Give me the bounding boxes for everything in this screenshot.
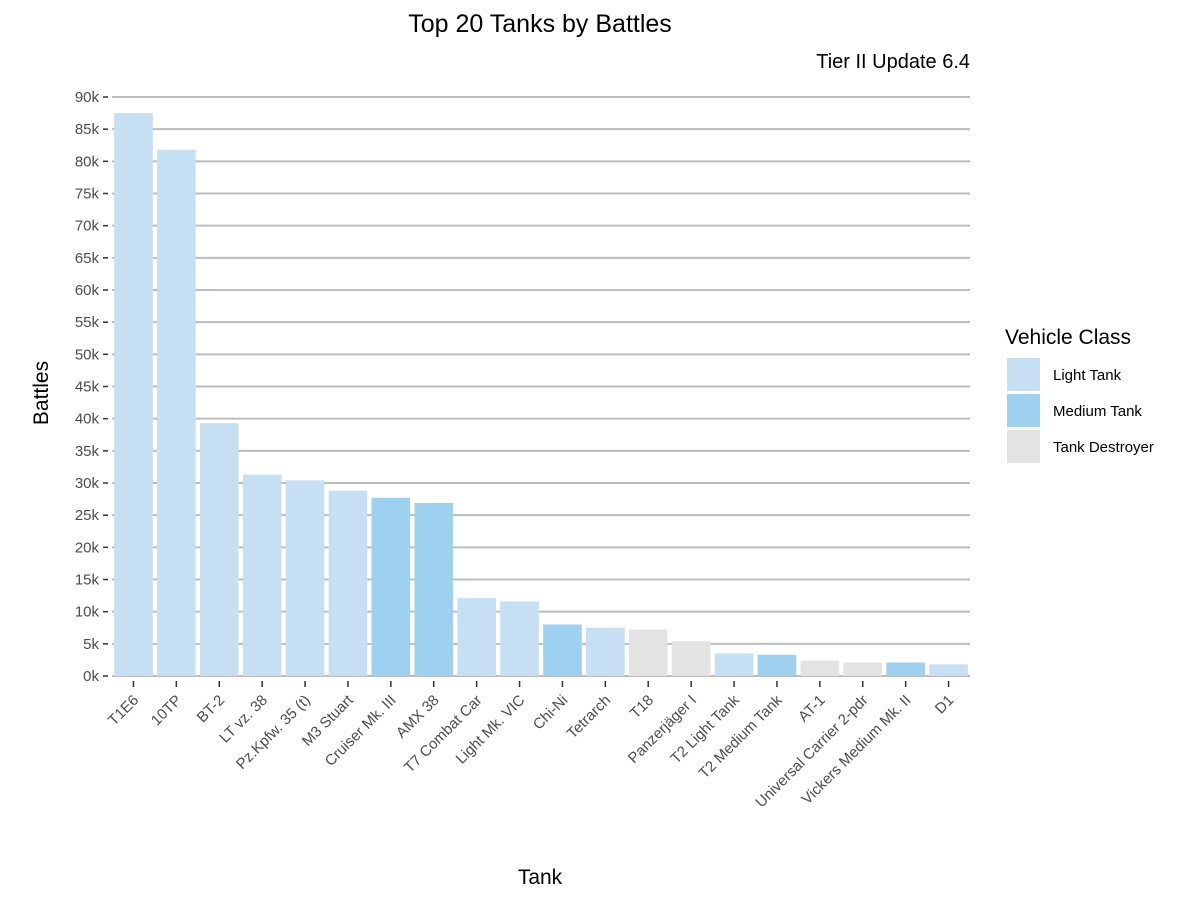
- bar: [328, 490, 368, 676]
- y-tick-label: 0k: [83, 668, 99, 685]
- y-tick-label: 75k: [75, 186, 100, 203]
- legend-swatch: [1007, 430, 1040, 463]
- y-axis: 0k 5k 10k 15k 20k 25k 30k 35k 40k 45k 50k 55k 60k 65k…: [75, 89, 108, 685]
- x-tick-label: T1E6: [105, 692, 142, 729]
- bar: [586, 627, 625, 676]
- y-tick-label: 55k: [75, 314, 100, 331]
- x-tick-label: Pz.Kpfw. 35 (t): [233, 692, 314, 773]
- chart-subtitle: Tier II Update 6.4: [816, 51, 970, 73]
- bar: [714, 653, 754, 676]
- y-tick-label: 30k: [75, 475, 100, 492]
- bar: [285, 480, 325, 676]
- x-tick-label: Chi-Ni: [530, 692, 571, 733]
- bar: [671, 641, 711, 676]
- y-tick-label: 65k: [75, 250, 100, 267]
- bar: [242, 474, 282, 676]
- bar: [628, 629, 668, 676]
- x-tick-label: Tetrarch: [564, 692, 614, 742]
- y-tick-label: 15k: [75, 572, 100, 589]
- y-tick-label: 5k: [83, 636, 99, 653]
- bar: [371, 497, 411, 676]
- y-tick-label: 35k: [75, 443, 100, 460]
- y-tick-label: 60k: [75, 282, 100, 299]
- legend-label: Tank Destroyer: [1053, 439, 1154, 456]
- bar: [199, 423, 239, 676]
- bar: [929, 664, 968, 676]
- legend-label: Medium Tank: [1053, 403, 1142, 420]
- bar: [843, 662, 883, 676]
- bar: [414, 502, 454, 676]
- x-tick-label: BT-2: [194, 692, 228, 726]
- legend-label: Light Tank: [1053, 367, 1122, 384]
- bar: [500, 601, 539, 676]
- y-axis-title: Battles: [30, 361, 53, 425]
- legend-items: Light Tank Medium Tank Tank Destroyer: [1007, 358, 1154, 463]
- x-axis-title: Tank: [518, 866, 563, 889]
- y-tick-label: 85k: [75, 121, 100, 138]
- bars: [114, 113, 968, 677]
- x-tick-label: 10TP: [148, 692, 185, 729]
- x-tick-label: AT-1: [795, 692, 829, 726]
- y-tick-label: 80k: [75, 153, 100, 170]
- y-tick-label: 10k: [75, 604, 100, 621]
- y-tick-label: 25k: [75, 507, 100, 524]
- gridlines: [112, 96, 970, 677]
- bar: [457, 598, 496, 676]
- y-tick-label: 40k: [75, 411, 100, 428]
- legend-swatch: [1007, 394, 1040, 427]
- legend-swatch: [1007, 358, 1040, 391]
- y-tick-label: 90k: [75, 89, 100, 106]
- bar: [157, 149, 196, 677]
- x-tick-label: T18: [627, 692, 657, 722]
- bar: [543, 624, 582, 676]
- legend: Vehicle Class Light Tank Medium Tank Tank …: [1005, 326, 1154, 463]
- bar: [886, 662, 925, 676]
- y-tick-label: 70k: [75, 218, 100, 235]
- chart-title: Top 20 Tanks by Battles: [408, 10, 672, 38]
- bar: [757, 654, 797, 676]
- legend-title: Vehicle Class: [1005, 326, 1131, 349]
- bar: [800, 660, 840, 676]
- x-tick-label: D1: [932, 692, 958, 718]
- y-tick-label: 20k: [75, 539, 100, 556]
- y-tick-label: 45k: [75, 379, 100, 396]
- y-tick-label: 50k: [75, 346, 100, 363]
- bar: [114, 113, 153, 677]
